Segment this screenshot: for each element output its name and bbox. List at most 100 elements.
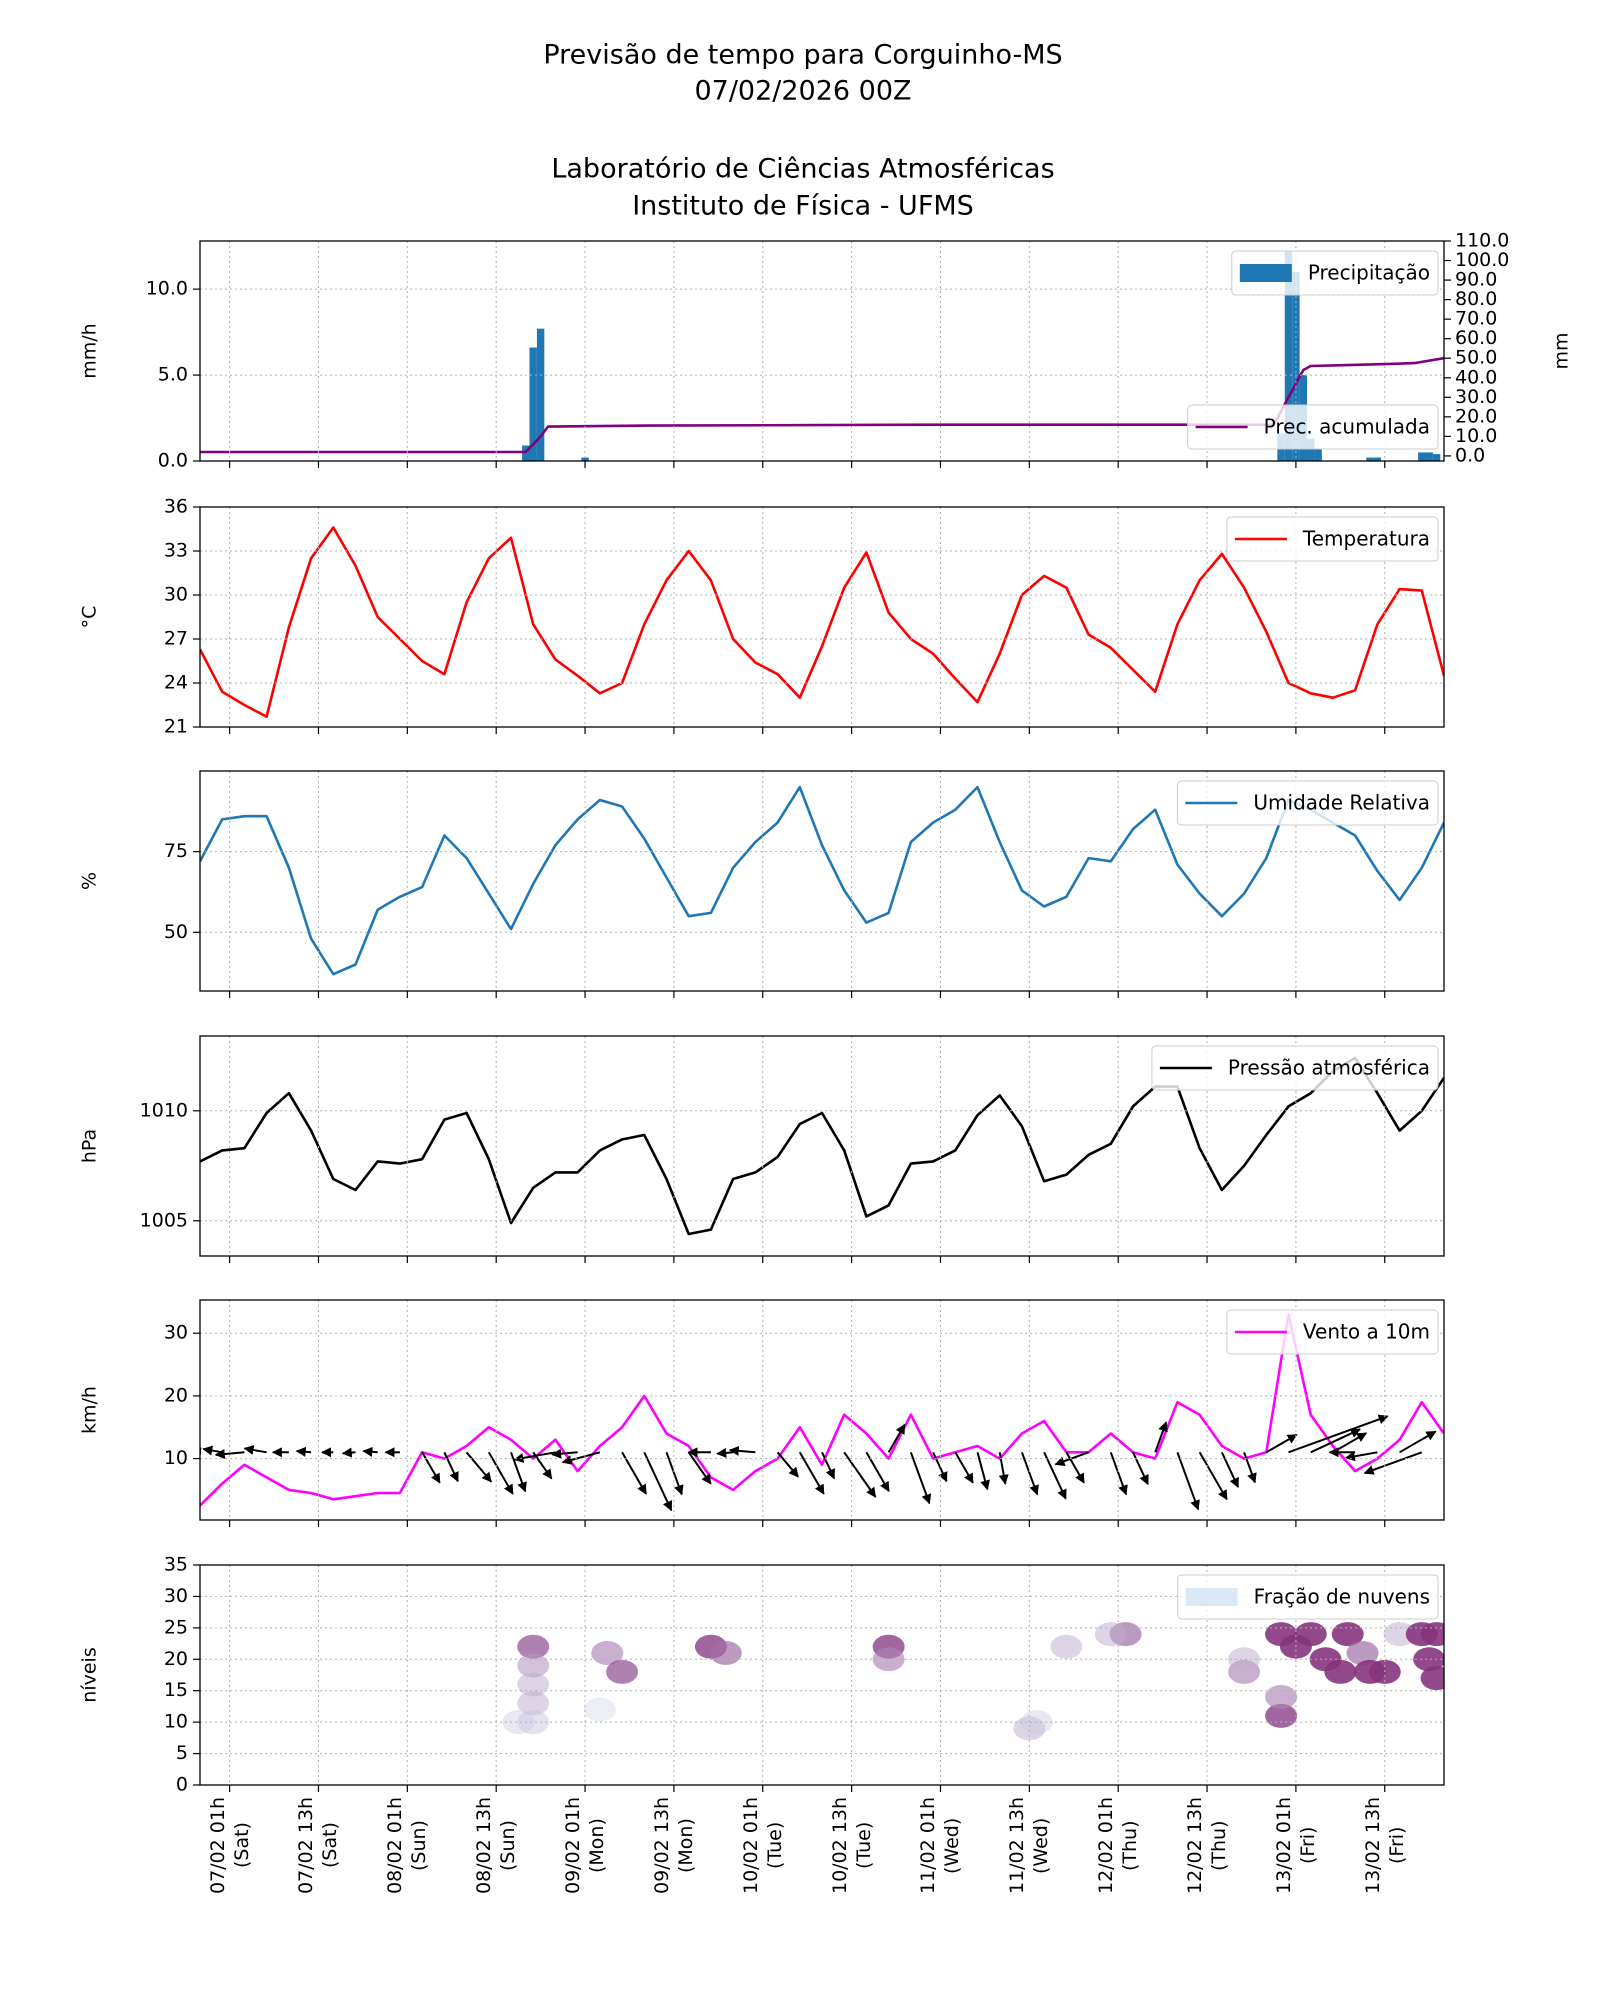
line <box>200 785 1444 976</box>
wind-arrow <box>887 1423 906 1453</box>
bar <box>536 328 545 461</box>
cloud-cell <box>1094 1622 1127 1647</box>
legend-box <box>1187 404 1439 450</box>
wind-arrow <box>214 1449 245 1460</box>
y-tick-label: 5.0 <box>158 364 188 386</box>
bar <box>1418 452 1426 461</box>
wind-arrow <box>1220 1451 1239 1489</box>
wind-arrow <box>295 1446 312 1457</box>
wind-arrow <box>1020 1451 1039 1496</box>
y-tick-label: 30 <box>164 1322 188 1344</box>
cloud-cell <box>517 1634 550 1659</box>
cloud-cell <box>709 1641 742 1665</box>
y2-tick-label: 90.0 <box>1455 269 1497 291</box>
y-tick-label: 50 <box>164 921 188 943</box>
panel-frame <box>199 1564 1445 1786</box>
y-axis-label: °C <box>79 606 101 629</box>
y-tick-label: 0 <box>176 1774 188 1796</box>
wind-arrow <box>1288 1414 1389 1454</box>
legend-box <box>1226 1309 1439 1355</box>
bar <box>1425 452 1433 461</box>
legend-box <box>1226 516 1439 562</box>
x-tick-label: 11/02 13h (Wed) <box>1006 1797 1053 1895</box>
wind-arrow <box>843 1451 877 1498</box>
x-tick-label: 10/02 01h (Tue) <box>739 1797 786 1895</box>
panel-frame <box>199 240 1445 462</box>
y-axis-label: km/h <box>79 1386 101 1434</box>
x-tick-label: 12/02 13h (Thu) <box>1184 1797 1231 1895</box>
wind-arrow <box>1198 1451 1228 1501</box>
panel-frame <box>199 506 1445 728</box>
y2-tick-label: 60.0 <box>1455 327 1497 349</box>
legend-label: Fração de nuvens <box>1254 1585 1430 1609</box>
legend-box <box>1231 250 1439 296</box>
chart-title: Instituto de Física - UFMS <box>632 191 974 222</box>
wind-arrow <box>465 1451 493 1483</box>
wind-arrow <box>1344 1451 1378 1462</box>
wind-arrow <box>798 1451 825 1495</box>
bar <box>581 457 589 461</box>
y2-axis-label: mm <box>1551 332 1573 369</box>
y-axis-label: % <box>79 872 101 890</box>
cloud-cell <box>1228 1647 1261 1672</box>
wind-arrow <box>421 1451 441 1484</box>
legend-label: Precipitação <box>1308 261 1430 285</box>
y-tick-label: 10 <box>164 1711 188 1733</box>
wind-arrow <box>1310 1428 1361 1454</box>
cloud-cell <box>583 1697 616 1722</box>
cloud-cell <box>1324 1659 1357 1684</box>
y2-tick-label: 100.0 <box>1455 249 1509 271</box>
panel-frame <box>199 1035 1445 1257</box>
y2-tick-label: 110.0 <box>1455 230 1509 252</box>
wind-arrow <box>1065 1451 1085 1484</box>
cloud-cell <box>872 1647 905 1672</box>
wind-arrow <box>487 1451 514 1495</box>
wind-arrow <box>362 1446 378 1457</box>
y-tick-label: 75 <box>164 840 188 862</box>
y-tick-label: 30 <box>164 1585 188 1607</box>
x-tick-label: 09/02 01h (Mon) <box>562 1797 609 1895</box>
y-axis-label: hPa <box>79 1129 101 1163</box>
cloud-cell <box>1413 1647 1444 1672</box>
legend-box <box>1177 1574 1439 1620</box>
legend-label: Temperatura <box>1302 527 1430 551</box>
bar <box>1284 251 1293 461</box>
cloud-cell <box>517 1691 550 1716</box>
plot-area <box>502 1622 1444 1741</box>
wind-arrow <box>443 1451 459 1483</box>
y-tick-label: 10.0 <box>146 278 188 300</box>
cloud-cell <box>1420 1666 1444 1691</box>
wind-arrow <box>643 1451 673 1512</box>
y-tick-label: 24 <box>164 672 188 694</box>
legend-swatch <box>1239 264 1292 282</box>
line <box>200 526 1444 718</box>
x-tick-label: 07/02 13h (Sat) <box>295 1797 342 1895</box>
x-tick-label: 12/02 01h (Thu) <box>1095 1797 1142 1895</box>
x-tick-label: 07/02 01h (Sat) <box>206 1797 253 1895</box>
cloud-cell <box>502 1710 535 1735</box>
y-tick-label: 20 <box>164 1648 188 1670</box>
wind-arrow <box>976 1452 990 1491</box>
y2-tick-label: 50.0 <box>1455 347 1497 369</box>
chart-title: Laboratório de Ciências Atmosféricas <box>551 154 1054 185</box>
legend-label: Vento a 10m <box>1303 1320 1430 1344</box>
bar <box>1373 457 1382 461</box>
y-tick-label: 36 <box>164 496 188 518</box>
bar <box>1366 457 1374 461</box>
x-tick-label: 09/02 13h (Mon) <box>650 1797 697 1895</box>
y2-tick-label: 40.0 <box>1455 366 1497 388</box>
wind-arrow <box>932 1451 948 1483</box>
x-tick-label: 08/02 01h (Sun) <box>384 1797 431 1895</box>
x-tick-label: 11/02 01h (Wed) <box>917 1797 964 1895</box>
legend-box <box>1176 780 1439 826</box>
line <box>200 1313 1444 1507</box>
y-tick-label: 0.0 <box>158 450 188 472</box>
y-tick-label: 5 <box>176 1742 188 1764</box>
plot-area <box>200 785 1444 976</box>
cloud-cell <box>517 1710 550 1735</box>
cloud-cell <box>606 1659 639 1684</box>
bar <box>1432 454 1441 461</box>
wind-arrow <box>909 1451 932 1505</box>
y2-tick-label: 0.0 <box>1455 444 1485 466</box>
